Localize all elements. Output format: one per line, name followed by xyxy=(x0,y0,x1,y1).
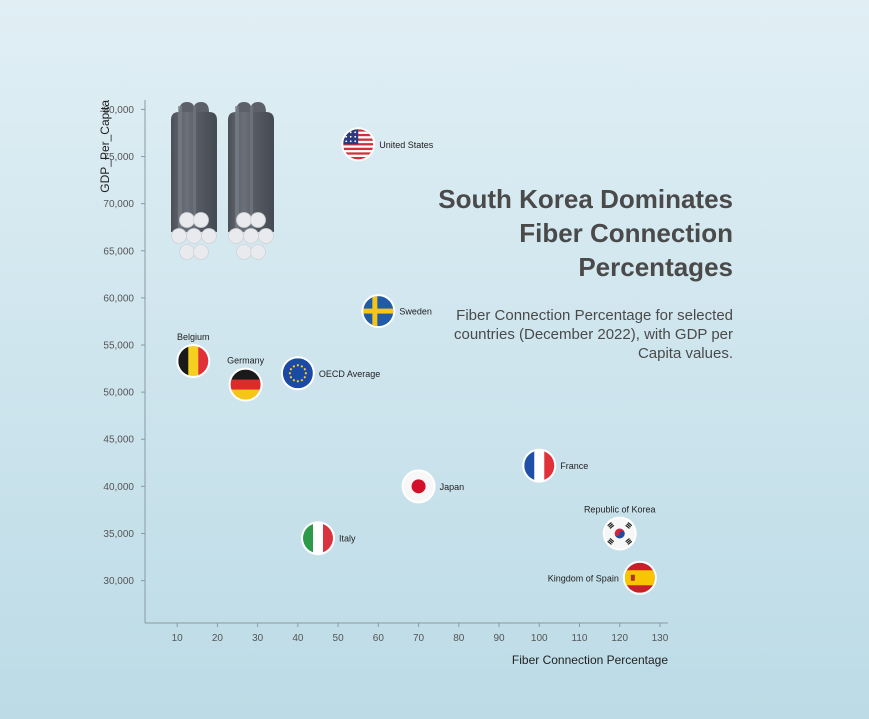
title-block: South Korea Dominates Fiber Connection P… xyxy=(433,182,733,363)
fiber-cable-bundle-icon xyxy=(171,102,274,260)
data-point xyxy=(361,294,396,329)
x-tick-label: 130 xyxy=(652,633,669,644)
point-label: Germany xyxy=(227,356,265,366)
flag-de-icon xyxy=(230,369,261,400)
fiber-cable-icon xyxy=(228,102,274,260)
flag-se-icon xyxy=(363,296,394,327)
y-tick-label: 70,000 xyxy=(103,199,134,210)
chart-title: South Korea Dominates Fiber Connection P… xyxy=(438,184,733,282)
data-point xyxy=(602,516,637,551)
point-label: Kingdom of Spain xyxy=(548,573,619,583)
y-tick-label: 60,000 xyxy=(103,293,134,304)
flag-eu-icon xyxy=(282,358,313,389)
y-tick-label: 35,000 xyxy=(103,529,134,540)
axes: 10 20 30 40 50 60 70 80 90 100 110 120 130 30,000 35,0… xyxy=(98,100,669,667)
x-tick-label: 80 xyxy=(453,633,465,644)
point-label: Italy xyxy=(339,534,356,544)
x-axis-title: Fiber Connection Percentage xyxy=(512,653,668,667)
data-point xyxy=(280,356,315,391)
flag-jp-icon xyxy=(403,471,434,502)
x-tick-label: 30 xyxy=(252,633,264,644)
flag-kr-icon xyxy=(604,518,635,549)
point-label: Japan xyxy=(440,482,465,492)
y-tick-label: 45,000 xyxy=(103,435,134,446)
point-label: Belgium xyxy=(177,332,210,342)
y-tick-label: 65,000 xyxy=(103,246,134,257)
flag-es-icon xyxy=(624,562,655,593)
data-points: United States Sweden Belgium Germany OECD Av… xyxy=(176,127,657,595)
y-tick-label: 40,000 xyxy=(103,482,134,493)
point-label: Sweden xyxy=(399,307,432,317)
y-tick-label: 80,000 xyxy=(103,105,134,116)
y-axis-title: GDP_Per_Capita xyxy=(98,100,112,193)
chart-subtitle: Fiber Connection Percentage for selected… xyxy=(453,307,733,362)
x-tick-label: 10 xyxy=(172,633,184,644)
y-tick-label: 75,000 xyxy=(103,152,134,163)
data-point xyxy=(622,560,657,595)
data-point xyxy=(300,521,335,556)
y-tick-label: 50,000 xyxy=(103,388,134,399)
flag-fr-icon xyxy=(524,450,555,481)
flag-us-icon xyxy=(343,129,374,160)
data-point xyxy=(522,448,557,483)
point-label: Republic of Korea xyxy=(584,504,656,514)
data-point xyxy=(401,469,436,504)
point-label: OECD Average xyxy=(319,369,380,379)
data-point xyxy=(228,367,263,402)
data-point xyxy=(176,344,211,379)
x-tick-label: 110 xyxy=(572,633,588,644)
x-tick-label: 90 xyxy=(493,633,505,644)
x-tick-label: 100 xyxy=(531,633,548,644)
flag-it-icon xyxy=(302,523,333,554)
y-tick-label: 30,000 xyxy=(103,576,134,587)
x-tick-label: 60 xyxy=(373,633,385,644)
point-label: United States xyxy=(379,140,434,150)
data-point xyxy=(341,127,376,162)
point-label: France xyxy=(560,461,588,471)
x-tick-label: 40 xyxy=(292,633,304,644)
x-tick-label: 20 xyxy=(212,633,224,644)
y-tick-label: 55,000 xyxy=(103,341,134,352)
x-tick-label: 50 xyxy=(333,633,345,644)
x-tick-label: 70 xyxy=(413,633,425,644)
fiber-cable-icon xyxy=(171,102,217,260)
x-tick-label: 120 xyxy=(611,633,628,644)
flag-be-icon xyxy=(178,346,209,377)
